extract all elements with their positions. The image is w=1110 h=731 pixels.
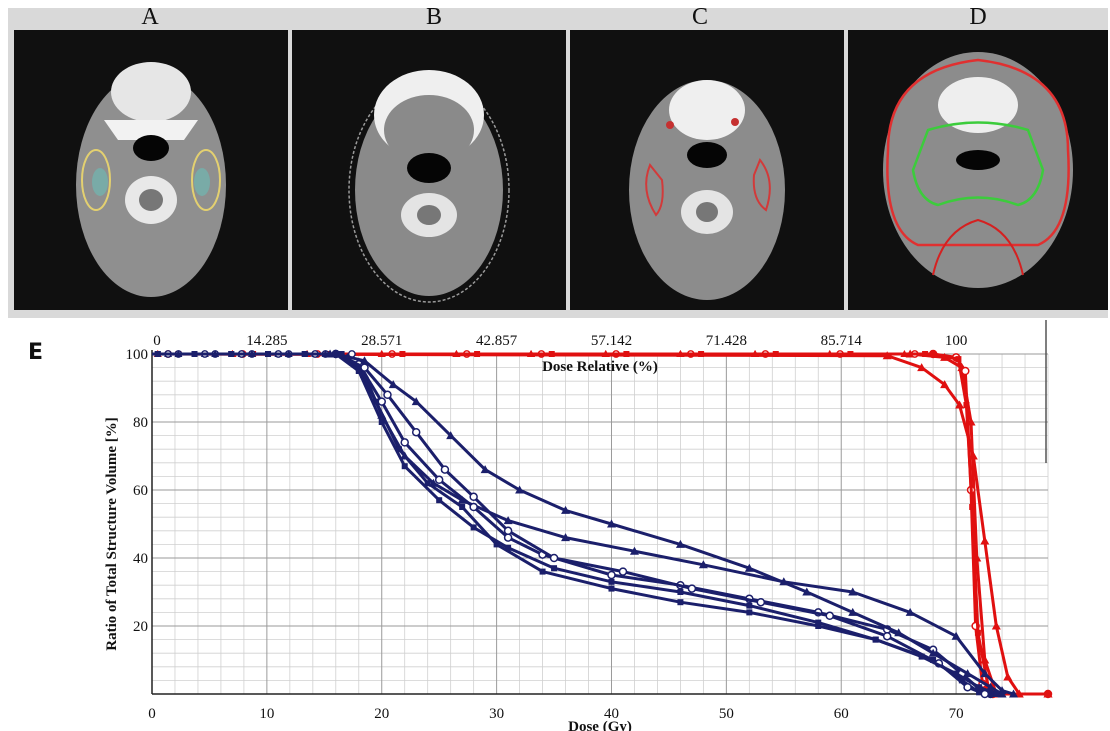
point-oar-6-6 xyxy=(459,504,465,510)
point-oar-9-4 xyxy=(402,463,408,469)
point-oar-9-9 xyxy=(608,579,614,585)
y-tick-label: 20 xyxy=(133,619,148,635)
top-tick-label: 57.142 xyxy=(591,333,632,349)
top-tick-label: 28.571 xyxy=(361,333,402,349)
point-oar-9-16 xyxy=(976,684,982,690)
plateau-point xyxy=(155,351,161,357)
y-tick-label: 40 xyxy=(133,551,148,567)
top-axis-title: Dose Relative (%) xyxy=(542,359,658,375)
point-oar-7-10 xyxy=(688,585,695,592)
plateau-point xyxy=(922,351,928,357)
point-oar-6-8 xyxy=(540,569,546,575)
panel-letter-a: A xyxy=(120,4,180,31)
point-oar-9-12 xyxy=(815,620,821,626)
point-oar-9-2 xyxy=(356,368,362,374)
y-axis-title: Ratio of Total Structure Volume [%] xyxy=(104,417,120,650)
point-oar-9-1 xyxy=(333,351,339,357)
point-oar-7-4 xyxy=(413,429,420,436)
x-tick-label: 10 xyxy=(259,706,274,722)
point-oar-7-8 xyxy=(551,555,558,562)
ct-panel-b xyxy=(292,30,566,310)
point-oar-7-2 xyxy=(361,364,368,371)
top-tick-label: 0 xyxy=(153,333,161,349)
point-oar-9-17 xyxy=(993,691,999,697)
top-tick-label: 71.428 xyxy=(706,333,747,349)
point-target-1-3 xyxy=(962,368,969,375)
point-oar-5-4 xyxy=(401,439,408,446)
x-tick-label: 20 xyxy=(374,706,389,722)
top-tick-label: 14.285 xyxy=(246,333,287,349)
ct-panel-d xyxy=(848,30,1108,310)
plateau-point xyxy=(265,351,271,357)
point-oar-5-7 xyxy=(505,534,512,541)
y-tick-label: 80 xyxy=(133,415,148,431)
point-oar-7-9 xyxy=(619,568,626,575)
ct-panel-a xyxy=(14,30,288,310)
plateau-point xyxy=(228,351,234,357)
point-oar-5-9 xyxy=(608,572,615,579)
x-tick-label: 30 xyxy=(489,706,504,722)
point-oar-5-5 xyxy=(436,476,443,483)
point-oar-5-6 xyxy=(470,504,477,511)
point-oar-9-8 xyxy=(551,565,557,571)
point-oar-9-3 xyxy=(379,419,385,425)
point-oar-7-12 xyxy=(826,612,833,619)
point-target-2-4 xyxy=(969,504,975,510)
top-tick-label: 85.714 xyxy=(821,333,863,349)
point-oar-7-7 xyxy=(505,527,512,534)
x-tick-label: 70 xyxy=(949,706,964,722)
point-oar-7-6 xyxy=(470,493,477,500)
point-oar-6-9 xyxy=(608,586,614,592)
point-oar-9-14 xyxy=(919,654,925,660)
point-oar-9-6 xyxy=(471,524,477,530)
point-oar-5-3 xyxy=(378,398,385,405)
panel-letter-d: D xyxy=(948,4,1008,31)
point-oar-9-7 xyxy=(505,545,511,551)
point-oar-6-10 xyxy=(677,599,683,605)
point-oar-6-11 xyxy=(746,609,752,615)
point-oar-7-11 xyxy=(757,599,764,606)
y-tick-label: 60 xyxy=(133,483,148,499)
point-target-2-1 xyxy=(930,351,936,357)
plateau-point xyxy=(192,351,198,357)
ct-panel-c xyxy=(570,30,844,310)
x-axis-title: Dose (Gy) xyxy=(568,719,632,731)
top-tick-label: 100 xyxy=(945,333,968,349)
x-tick-label: 0 xyxy=(148,706,156,722)
plateau-point xyxy=(339,351,345,357)
x-tick-label: 60 xyxy=(834,706,849,722)
point-oar-9-13 xyxy=(873,637,879,643)
point-oar-9-10 xyxy=(677,589,683,595)
point-oar-7-15 xyxy=(964,684,971,691)
point-oar-9-15 xyxy=(953,671,959,677)
x-tick-label: 50 xyxy=(719,706,734,722)
point-oar-7-3 xyxy=(384,391,391,398)
plateau-point xyxy=(302,351,308,357)
panel-letter-b: B xyxy=(404,4,464,31)
y-tick-label: 100 xyxy=(126,347,149,363)
point-oar-9-5 xyxy=(436,497,442,503)
point-target-2-5 xyxy=(975,630,981,636)
point-target-2-2 xyxy=(955,356,961,362)
point-target-2-3 xyxy=(963,402,969,408)
panel-letter-c: C xyxy=(670,4,730,31)
point-oar-7-5 xyxy=(441,466,448,473)
top-tick-label: 42.857 xyxy=(476,333,518,349)
point-oar-9-11 xyxy=(746,603,752,609)
point-oar-7-13 xyxy=(884,633,891,640)
